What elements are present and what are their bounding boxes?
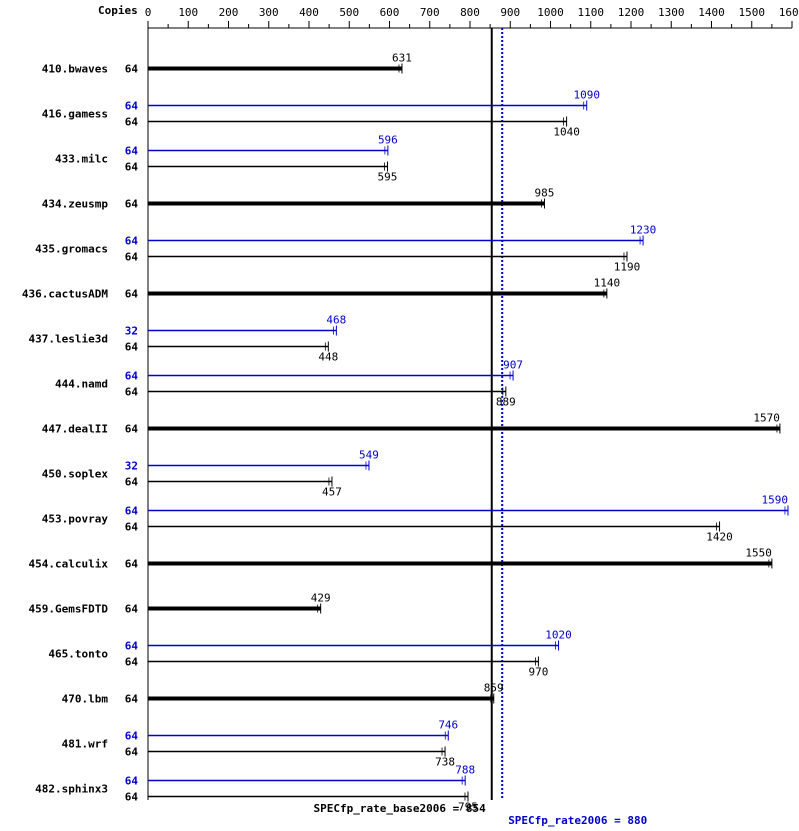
copies-label: 64 (125, 198, 139, 211)
copies-label: 64 (125, 656, 139, 669)
bar-value-label: 596 (378, 134, 398, 147)
bar-value-label: 1230 (630, 224, 657, 237)
benchmark-name: 435.gromacs (35, 243, 108, 256)
copies-label: 64 (125, 693, 139, 706)
tick-label: 400 (299, 6, 319, 19)
chart-bg (0, 0, 799, 831)
copies-label: 64 (125, 288, 139, 301)
copies-label: 64 (125, 116, 139, 129)
copies-label: 64 (125, 640, 139, 653)
bar-value-label: 746 (438, 719, 458, 732)
benchmark-name: 459.GemsFDTD (29, 603, 109, 616)
benchmark-chart: Copies 0 100 200 300 400 500 600 700 800 900 1000 11… (0, 0, 799, 831)
benchmark-name: 450.soplex (42, 468, 109, 481)
tick-label: 1600 (779, 6, 799, 19)
benchmark-name: 444.namd (55, 378, 108, 391)
copies-label: 64 (125, 63, 139, 76)
copies-label: 64 (125, 161, 139, 174)
bar-value-label: 468 (326, 314, 346, 327)
tick-label: 1100 (578, 6, 605, 19)
bar-value-label: 457 (322, 486, 342, 499)
copies-label: 64 (125, 423, 139, 436)
bar-value-label: 985 (535, 187, 555, 200)
bar-value-label: 448 (318, 351, 338, 364)
benchmark-name: 454.calculix (29, 558, 109, 571)
copies-label: 64 (125, 251, 139, 264)
bar-value-label: 859 (484, 682, 504, 695)
ref-label: SPECfp_rate2006 = 880 (508, 814, 647, 827)
copies-label: 64 (125, 521, 139, 534)
copies-label: 64 (125, 100, 139, 113)
copies-label: 64 (125, 370, 139, 383)
tick-label: 0 (145, 6, 152, 19)
benchmark-name: 482.sphinx3 (35, 783, 108, 796)
tick-label: 1200 (618, 6, 645, 19)
benchmark-name: 436.cactusADM (22, 288, 108, 301)
tick-label: 600 (380, 6, 400, 19)
copies-label: 64 (125, 145, 139, 158)
bar-value-label: 907 (503, 359, 523, 372)
bar-value-label: 1570 (753, 412, 780, 425)
benchmark-name: 465.tonto (48, 648, 108, 661)
tick-label: 1000 (537, 6, 564, 19)
tick-label: 900 (500, 6, 520, 19)
bar-value-label: 429 (311, 592, 331, 605)
benchmark-name: 437.leslie3d (29, 333, 108, 346)
bar-value-label: 595 (378, 171, 398, 184)
tick-label: 1400 (698, 6, 725, 19)
bar-value-label: 889 (496, 396, 516, 409)
copies-label: 64 (125, 341, 139, 354)
bar-value-label: 1190 (614, 261, 641, 274)
copies-label: 64 (125, 746, 139, 759)
bar-value-label: 1020 (545, 629, 572, 642)
benchmark-name: 433.milc (55, 153, 108, 166)
tick-label: 1500 (739, 6, 766, 19)
benchmark-name: 416.gamess (42, 108, 108, 121)
tick-label: 200 (219, 6, 239, 19)
bar-value-label: 631 (392, 52, 412, 65)
bar-value-label: 549 (359, 449, 379, 462)
bar-value-label: 970 (528, 666, 548, 679)
bar-value-label: 1140 (594, 277, 621, 290)
tick-label: 500 (339, 6, 359, 19)
bar-value-label: 1040 (553, 126, 580, 139)
copies-label: 64 (125, 791, 139, 804)
copies-label: 64 (125, 235, 139, 248)
copies-label: 64 (125, 603, 139, 616)
header-copies: Copies (98, 4, 138, 17)
tick-label: 800 (460, 6, 480, 19)
copies-label: 32 (125, 460, 138, 473)
copies-label: 64 (125, 505, 139, 518)
tick-label: 100 (178, 6, 198, 19)
copies-label: 64 (125, 730, 139, 743)
bar-value-label: 1550 (745, 547, 772, 560)
copies-label: 64 (125, 476, 139, 489)
bar-value-label: 1420 (706, 531, 733, 544)
copies-label: 64 (125, 386, 139, 399)
bar-value-label: 788 (455, 764, 475, 777)
bar-value-label: 1590 (761, 494, 788, 507)
tick-label: 300 (259, 6, 279, 19)
copies-label: 64 (125, 775, 139, 788)
tick-label: 700 (420, 6, 440, 19)
benchmark-name: 434.zeusmp (42, 198, 109, 211)
benchmark-name: 447.dealII (42, 423, 108, 436)
tick-label: 1300 (658, 6, 685, 19)
copies-label: 64 (125, 558, 139, 571)
ref-label: SPECfp_rate_base2006 = 854 (314, 802, 487, 815)
chart-svg: Copies 0 100 200 300 400 500 600 700 800 900 1000 11… (0, 0, 799, 831)
benchmark-name: 470.lbm (62, 693, 109, 706)
benchmark-name: 481.wrf (62, 738, 108, 751)
benchmark-name: 410.bwaves (42, 63, 108, 76)
benchmark-name: 453.povray (42, 513, 109, 526)
copies-label: 32 (125, 325, 138, 338)
bar-value-label: 1090 (573, 89, 600, 102)
bar-value-label: 738 (435, 756, 455, 769)
